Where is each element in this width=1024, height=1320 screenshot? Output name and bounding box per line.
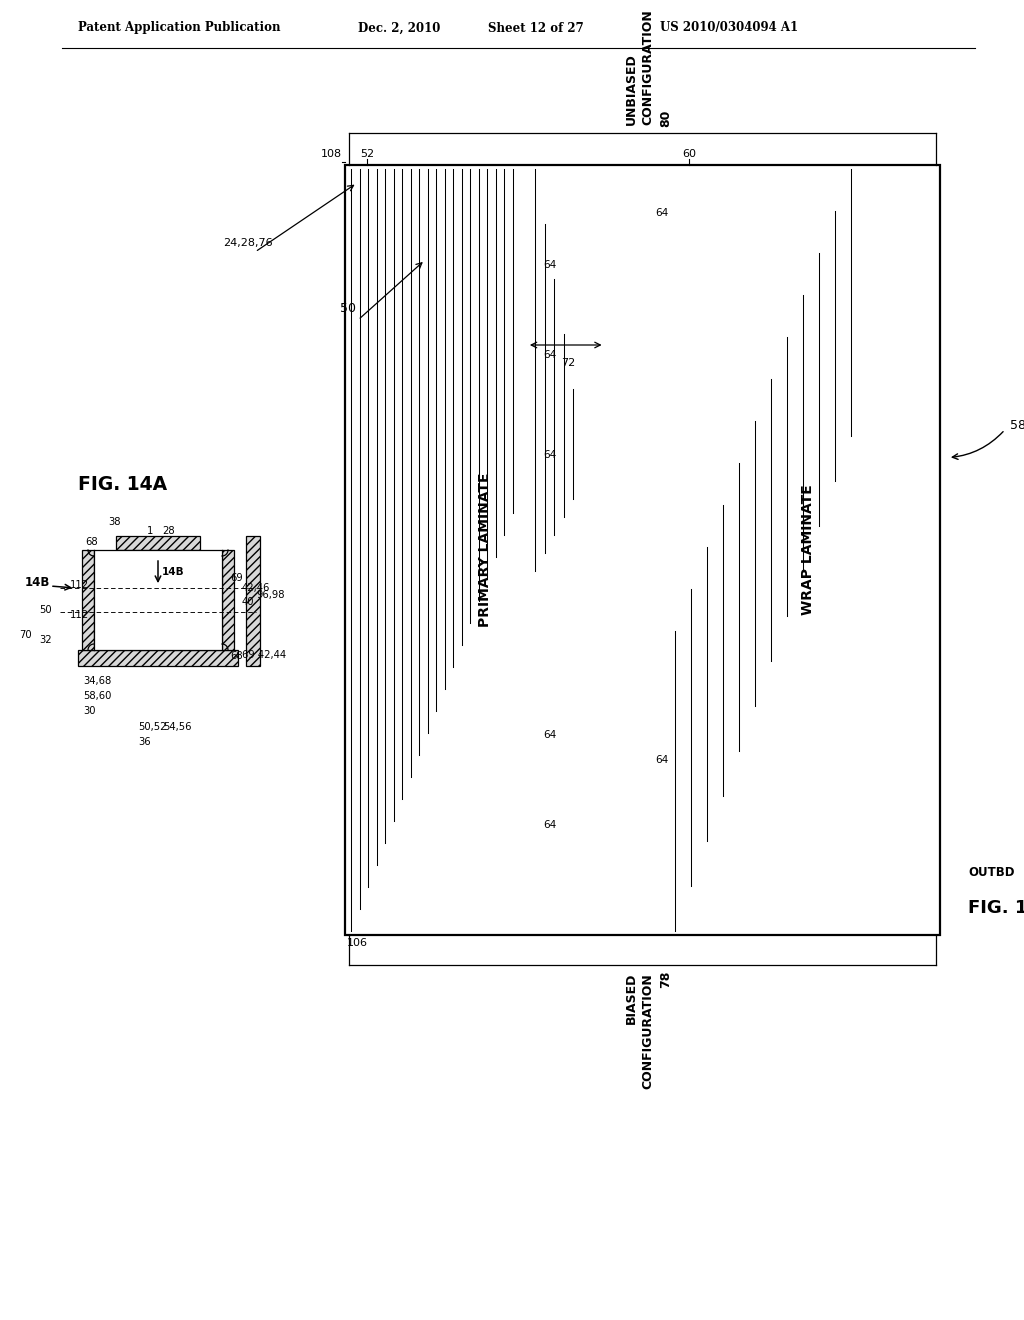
- Text: 50: 50: [40, 605, 52, 615]
- Text: 38: 38: [108, 517, 121, 527]
- Text: 64: 64: [543, 350, 556, 360]
- Text: 96,98: 96,98: [256, 590, 285, 601]
- Text: 40: 40: [242, 597, 255, 607]
- Text: 69 42,44: 69 42,44: [242, 649, 286, 660]
- Text: Dec. 2, 2010: Dec. 2, 2010: [358, 21, 440, 34]
- Text: Patent Application Publication: Patent Application Publication: [78, 21, 281, 34]
- Text: UNBIASED: UNBIASED: [625, 53, 638, 125]
- Text: 52: 52: [360, 149, 374, 158]
- Text: 69: 69: [230, 573, 243, 583]
- Text: 68: 68: [230, 651, 243, 661]
- Text: CONFIGURATION: CONFIGURATION: [641, 973, 654, 1089]
- Text: BIASED: BIASED: [625, 973, 638, 1024]
- Text: 42,46: 42,46: [242, 583, 270, 593]
- Text: 112: 112: [70, 610, 89, 620]
- Text: 28: 28: [162, 525, 175, 536]
- Text: PRIMARY LAMINATE: PRIMARY LAMINATE: [478, 473, 492, 627]
- Text: 70: 70: [19, 630, 33, 640]
- Text: 64: 64: [543, 450, 556, 459]
- Polygon shape: [78, 649, 238, 667]
- Polygon shape: [116, 536, 200, 550]
- Text: 112: 112: [70, 579, 89, 590]
- Text: 54,56: 54,56: [163, 722, 191, 733]
- Text: 72: 72: [560, 358, 574, 368]
- Text: 80: 80: [659, 110, 672, 127]
- Text: OUTBD: OUTBD: [968, 866, 1015, 879]
- Text: Sheet 12 of 27: Sheet 12 of 27: [488, 21, 584, 34]
- Text: 64: 64: [655, 755, 669, 766]
- Text: 34,68: 34,68: [83, 676, 112, 686]
- Text: 58,60: 58,60: [83, 690, 112, 701]
- Text: 50: 50: [340, 302, 356, 315]
- Polygon shape: [222, 550, 234, 649]
- Text: 1: 1: [146, 525, 154, 536]
- Text: 108: 108: [321, 149, 342, 158]
- Text: 36: 36: [138, 737, 151, 747]
- Text: 78: 78: [659, 972, 672, 989]
- Polygon shape: [94, 550, 222, 649]
- Text: 68: 68: [85, 537, 97, 546]
- Text: 32: 32: [40, 635, 52, 645]
- Text: 60: 60: [682, 149, 696, 158]
- Text: 64: 64: [543, 820, 556, 830]
- Text: 30: 30: [83, 706, 95, 715]
- Text: 24,28,76: 24,28,76: [223, 238, 272, 248]
- Polygon shape: [82, 550, 94, 649]
- Text: WRAP LAMINATE: WRAP LAMINATE: [801, 484, 814, 615]
- Text: 64: 64: [543, 730, 556, 741]
- Text: 14B: 14B: [25, 577, 50, 590]
- Text: 58: 58: [1010, 418, 1024, 432]
- Text: CONFIGURATION: CONFIGURATION: [641, 9, 654, 125]
- Text: 14B: 14B: [162, 568, 184, 577]
- Text: 64: 64: [543, 260, 556, 271]
- Text: 64: 64: [655, 209, 669, 218]
- Text: 106: 106: [347, 939, 368, 948]
- Polygon shape: [246, 536, 260, 667]
- Text: US 2010/0304094 A1: US 2010/0304094 A1: [660, 21, 798, 34]
- Text: FIG. 14B: FIG. 14B: [968, 899, 1024, 917]
- Text: FIG. 14A: FIG. 14A: [78, 475, 167, 495]
- Text: 50,52: 50,52: [138, 722, 167, 733]
